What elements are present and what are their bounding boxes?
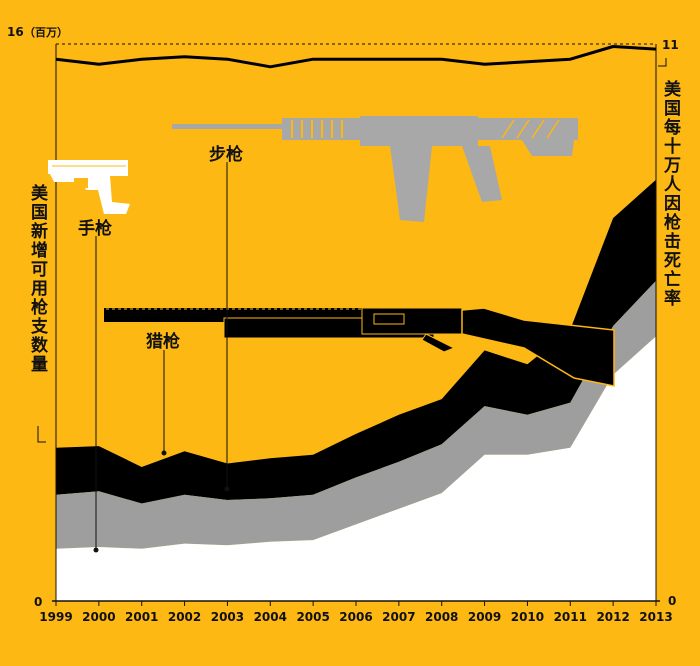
handgun-label: 手枪 bbox=[78, 219, 112, 239]
x-tick-label: 2013 bbox=[639, 610, 672, 624]
x-tick-label: 2010 bbox=[511, 610, 544, 624]
area-rifles bbox=[56, 179, 656, 504]
x-tick-label: 2011 bbox=[554, 610, 587, 624]
left-axis-max-label: 16 bbox=[7, 25, 24, 39]
x-tick-label: 2007 bbox=[382, 610, 415, 624]
shotgun-icon bbox=[104, 307, 615, 387]
shotgun-callout-dot bbox=[161, 450, 167, 456]
x-tick-label: 2006 bbox=[339, 610, 372, 624]
left-axis-unit-label: （百万） bbox=[24, 26, 68, 39]
x-tick-label: 2002 bbox=[168, 610, 201, 624]
overlay-line-series bbox=[55, 45, 657, 69]
handgun-callout-dot bbox=[93, 547, 99, 553]
x-tick-label: 2005 bbox=[296, 610, 329, 624]
shotgun-label: 猎枪 bbox=[146, 332, 180, 352]
x-tick-label: 2000 bbox=[82, 610, 115, 624]
left-axis-title: 美国新增可用枪支数量 bbox=[27, 184, 47, 374]
area-shotguns bbox=[56, 280, 656, 549]
x-tick-label: 1999 bbox=[39, 610, 72, 624]
rifle-callout-dot bbox=[224, 486, 230, 492]
x-tick-label: 2008 bbox=[425, 610, 458, 624]
rifle-label: 步枪 bbox=[209, 145, 243, 165]
right-axis-min-label: 0 bbox=[668, 594, 676, 608]
stacked-areas bbox=[56, 179, 656, 601]
right-axis-title: 美国每十万人因枪击死亡率 bbox=[660, 80, 680, 308]
overlay-line-group bbox=[55, 45, 657, 69]
area-handguns bbox=[56, 336, 656, 601]
x-tick-label: 2003 bbox=[211, 610, 244, 624]
handgun-icon bbox=[48, 160, 130, 214]
x-tick-label: 2009 bbox=[468, 610, 501, 624]
right-axis-max-label: 11 bbox=[662, 38, 679, 52]
left-axis-min-label: 0 bbox=[34, 595, 42, 609]
callout-leaders bbox=[37, 58, 667, 549]
x-tick-label: 2001 bbox=[125, 610, 158, 624]
x-ticks: 1999 2000 2001 2002 2003 2004 2005 2006 2007 2008… bbox=[39, 601, 673, 624]
x-tick-label: 2012 bbox=[596, 610, 629, 624]
rifle-icon bbox=[172, 116, 578, 222]
x-tick-label: 2004 bbox=[254, 610, 287, 624]
